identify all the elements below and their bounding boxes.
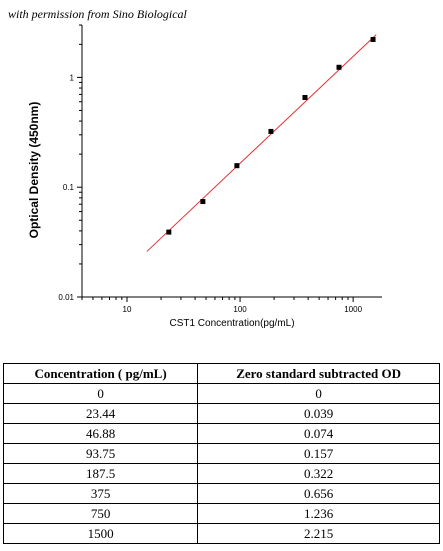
- chart-axes: 10 100 1000 0.01 0.1 1: [58, 24, 382, 314]
- data-point: [166, 229, 172, 235]
- data-points: [166, 36, 376, 235]
- table-cell: 1.236: [197, 503, 440, 524]
- data-point: [370, 36, 376, 42]
- table-cell: 0.157: [197, 443, 440, 464]
- y-tick-label: 1: [70, 73, 75, 82]
- table-row: 1500 2.215: [2, 523, 440, 544]
- table-row: 93.75 0.157: [2, 443, 440, 464]
- table-cell: 2.215: [197, 523, 440, 544]
- table-header-row: Concentration ( pg/mL) Zero standard sub…: [2, 363, 440, 384]
- table-cell: 46.88: [2, 423, 199, 444]
- table-row: 375 0.656: [2, 483, 440, 504]
- y-axis-label-container: Optical Density (450nm): [24, 70, 44, 270]
- table-cell: 0: [197, 383, 440, 404]
- x-tick-label: 100: [233, 305, 247, 314]
- standard-curve-chart: 10 100 1000 0.01 0.1 1: [58, 24, 382, 314]
- table-row: 23.44 0.039: [2, 403, 440, 424]
- data-point: [302, 94, 308, 100]
- permission-credit: with permission from Sino Biological: [8, 7, 187, 21]
- x-axis-label: CST1 Concentration(pg/mL): [169, 318, 295, 329]
- data-point: [336, 64, 342, 70]
- table-cell: 93.75: [2, 443, 199, 464]
- x-tick-label: 1000: [344, 305, 362, 314]
- y-axis-label: Optical Density (450nm): [27, 101, 41, 239]
- data-point: [234, 163, 240, 169]
- table-cell: 187.5: [2, 463, 199, 484]
- data-point: [200, 199, 206, 205]
- table-row: 750 1.236: [2, 503, 440, 524]
- x-tick-label: 10: [123, 305, 132, 314]
- standard-data-table: Concentration ( pg/mL) Zero standard sub…: [2, 363, 440, 544]
- table-row: 46.88 0.074: [2, 423, 440, 444]
- data-point: [268, 128, 274, 134]
- table-cell: 1500: [2, 523, 199, 544]
- table-cell: 0.039: [197, 403, 440, 424]
- y-tick-label: 0.1: [63, 183, 75, 192]
- fit-line-group: [146, 34, 377, 252]
- table-cell: 0.656: [197, 483, 440, 504]
- table-header-od: Zero standard subtracted OD: [197, 363, 440, 384]
- table-cell: 23.44: [2, 403, 199, 424]
- table-cell: 0.322: [197, 463, 440, 484]
- table-cell: 375: [2, 483, 199, 504]
- table-cell: 0.074: [197, 423, 440, 444]
- fit-line: [146, 34, 377, 252]
- y-tick-label: 0.01: [58, 293, 74, 302]
- table-cell: 0: [2, 383, 199, 404]
- table-cell: 750: [2, 503, 199, 524]
- table-header-concentration: Concentration ( pg/mL): [2, 363, 199, 384]
- table-row: 187.5 0.322: [2, 463, 440, 484]
